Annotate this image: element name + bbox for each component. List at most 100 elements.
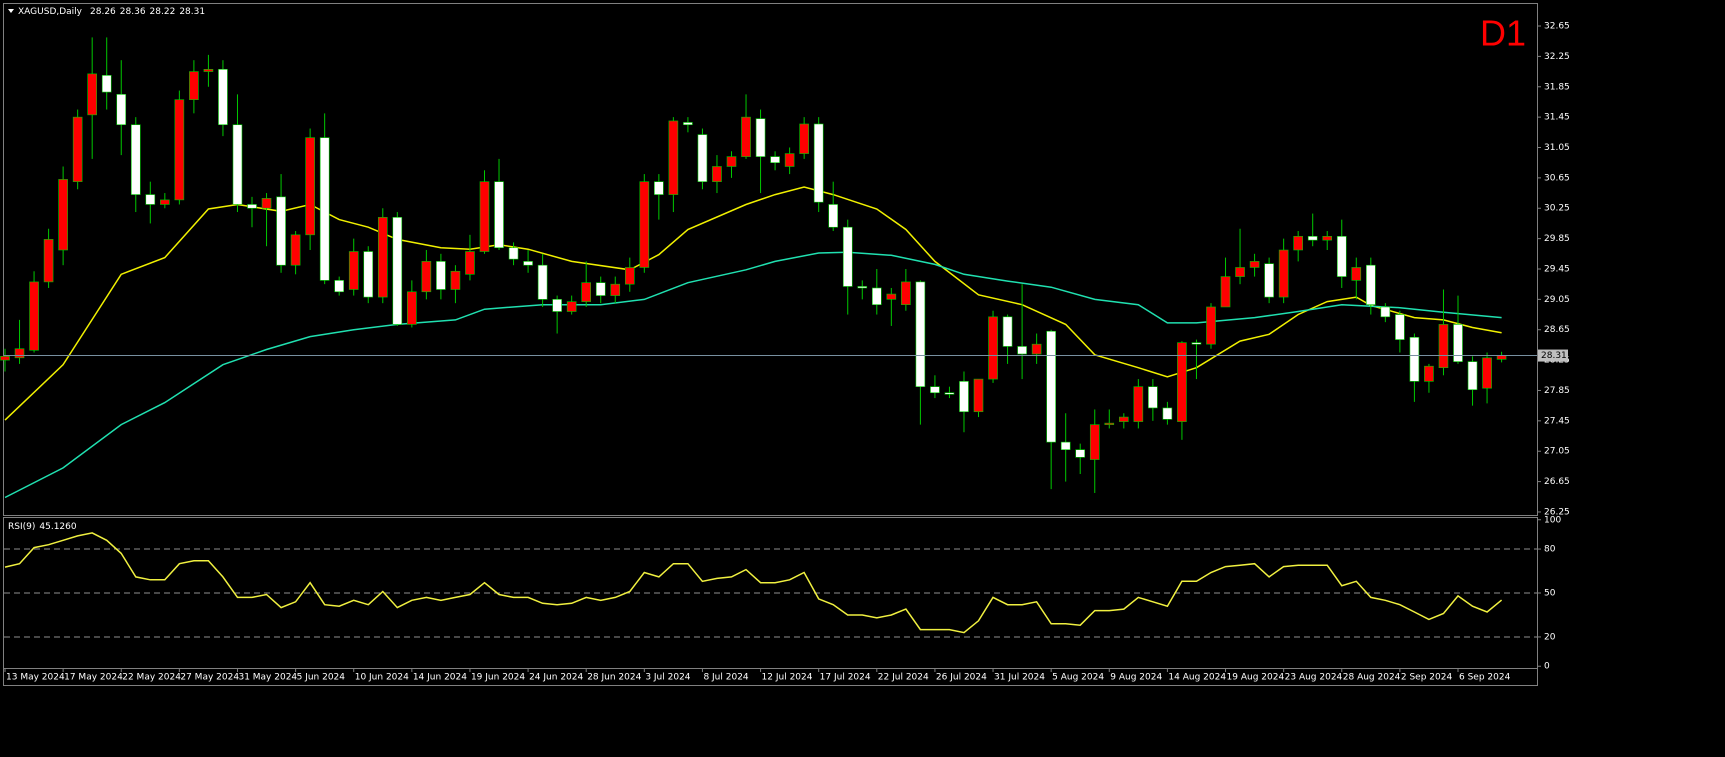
x-tick-label: 14 Aug 2024 [1168,673,1226,683]
candle-body [1017,346,1027,355]
candle-body [624,267,635,285]
candle-body [174,99,185,201]
y-tick-label: 32.65 [1544,22,1570,32]
y-tick-label: 28.65 [1544,325,1570,335]
y-tick-label: 31.45 [1544,113,1570,123]
candle-body [741,116,751,157]
current-price-tag [1538,349,1568,362]
candle-body [973,378,984,413]
candle-body [857,286,868,289]
candle-body [348,251,359,290]
candle-body [1162,407,1173,420]
candle-body [566,301,577,312]
timeframe-label: D1 [1480,13,1526,54]
y-tick-label: 27.85 [1544,386,1570,396]
candle-body [930,386,940,394]
candle-body [1336,236,1347,277]
candle-body [1496,355,1507,360]
candle-body [1089,424,1100,460]
price-pane-frame [3,3,1538,516]
y-tick-label: 31.05 [1544,143,1570,153]
candle-body [552,299,562,312]
candle-body [319,137,330,281]
rsi-tick-label: 100 [1544,515,1561,525]
candle-body [421,261,432,293]
candle-body [784,153,795,167]
candle-body [1467,361,1478,391]
header-ohlc: 28.31 [179,7,205,17]
candle-body [334,280,344,293]
x-tick-label: 2 Sep 2024 [1401,673,1453,683]
candle-body [1235,267,1245,277]
candle-body [1119,416,1129,422]
rsi-tick-label: 20 [1544,632,1556,642]
candle-body [508,247,519,260]
x-tick-label: 17 May 2024 [64,673,123,683]
candle-body [189,71,199,100]
candle-body [1395,314,1405,340]
candle-body [712,166,722,182]
menu-arrow[interactable] [8,9,14,13]
y-tick-label: 30.25 [1544,204,1570,214]
y-tick-label: 32.25 [1544,52,1570,62]
rsi-tick-label: 50 [1544,589,1556,599]
candle-body [392,217,403,325]
candle-body [1380,306,1391,318]
candle-body [639,181,650,268]
candle-body [683,122,693,126]
candle-body [755,118,766,157]
candle-body [901,281,911,305]
candle-body [261,198,272,209]
candle-body [479,181,490,252]
header-ohlc: 28.26 [90,7,116,17]
candle-body [1104,422,1115,425]
x-tick-label: 28 Jun 2024 [587,673,641,683]
x-tick-label: 24 Jun 2024 [529,673,583,683]
rsi-title: RSI(9) [8,522,35,532]
candle-body [915,281,926,387]
candle-body [1075,449,1086,458]
y-tick-label: 26.25 [1544,507,1570,517]
candle-body [218,68,228,126]
candle-body [813,123,824,203]
y-tick-label: 31.85 [1544,82,1570,92]
candle-body [203,68,214,72]
moving-average [4,251,1502,499]
x-tick-label: 31 Jul 2024 [994,673,1045,683]
candle-body [130,124,141,195]
candle-body [377,217,388,298]
candle-body [43,239,54,283]
x-tick-label: 19 Jun 2024 [471,673,525,683]
header-ohlc: 28.22 [150,7,176,17]
rsi-header: RSI(9) 45.1260 [8,522,77,532]
candle-body [232,124,243,205]
candle-body [1060,441,1071,451]
candle-body [465,251,475,275]
candle-body [1249,261,1260,268]
x-tick-label: 3 Jul 2024 [645,673,690,683]
candle-body [436,261,446,290]
x-tick-label: 9 Aug 2024 [1110,673,1162,683]
candle-body [668,120,679,195]
x-tick-label: 28 Aug 2024 [1343,673,1401,683]
x-tick-label: 10 Jun 2024 [355,673,409,683]
candle-body [0,356,10,361]
y-tick-label: 27.05 [1544,447,1570,457]
candle-body [1453,324,1463,362]
x-tick-label: 6 Sep 2024 [1459,673,1511,683]
candle-body [1424,365,1434,382]
candle-body [1307,236,1318,241]
candle-body [1046,330,1056,443]
candle-body [523,261,533,266]
candle-body [799,123,809,154]
candle-body [595,282,606,296]
current-price-label: 28.31 [1541,351,1567,361]
candle-body [494,181,504,249]
rsi-value: 45.1260 [39,522,76,532]
candle-body [14,348,25,359]
x-tick-label: 8 Jul 2024 [703,673,748,683]
candle-body [959,381,969,413]
y-tick-label: 29.85 [1544,234,1570,244]
candle-body [29,281,39,351]
